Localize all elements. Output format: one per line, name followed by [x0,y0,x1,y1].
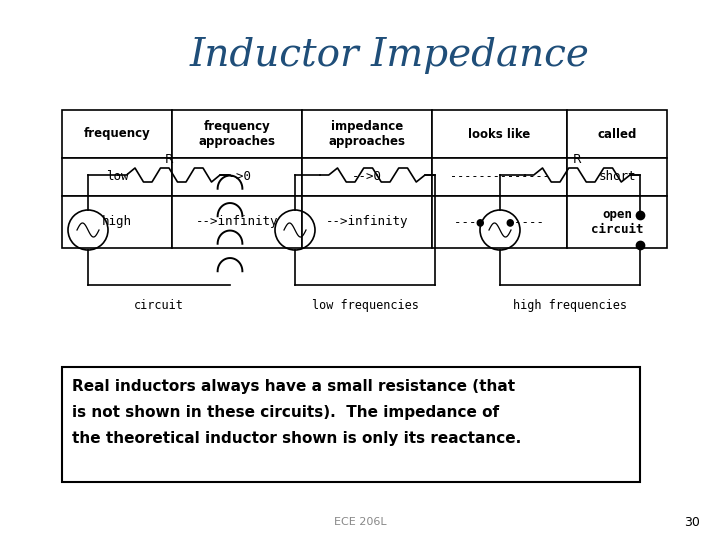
Bar [567,196,667,248]
Bar [172,158,302,196]
Text: called: called [598,127,636,140]
Text: the theoretical inductor shown is only its reactance.: the theoretical inductor shown is only i… [72,431,521,446]
Text: looks like: looks like [469,127,531,140]
Text: -->0: -->0 [222,171,252,184]
Text: frequency: frequency [84,127,150,140]
Text: impedance
approaches: impedance approaches [328,120,405,148]
Text: low frequencies: low frequencies [312,299,418,312]
Text: low: low [106,171,128,184]
Bar [302,196,432,248]
Bar [172,110,302,158]
Bar [62,367,640,482]
Text: high frequencies: high frequencies [513,299,627,312]
Bar [567,110,667,158]
Bar [567,158,667,196]
Text: --------------: -------------- [449,171,549,184]
Text: open
circuit: open circuit [590,208,643,236]
Text: -->infinity: -->infinity [325,215,408,228]
Text: 30: 30 [684,516,700,529]
Text: R: R [165,153,174,166]
Bar [432,110,567,158]
Bar [62,196,172,248]
Text: -->0: -->0 [352,171,382,184]
Text: -->infinity: -->infinity [196,215,278,228]
Bar [62,110,172,158]
Text: short: short [598,171,636,184]
Bar [62,158,172,196]
Bar [302,110,432,158]
Text: is not shown in these circuits).  The impedance of: is not shown in these circuits). The imp… [72,405,499,420]
Text: ---●   ●----: ---● ●---- [454,215,544,228]
Text: R: R [573,153,582,166]
Text: Real inductors always have a small resistance (that: Real inductors always have a small resis… [72,379,515,394]
Text: circuit: circuit [134,299,184,312]
Text: ECE 206L: ECE 206L [333,517,387,527]
Text: high: high [102,215,132,228]
Bar [432,158,567,196]
Bar [432,196,567,248]
Bar [172,196,302,248]
Text: Inductor Impedance: Inductor Impedance [190,37,590,74]
Text: frequency
approaches: frequency approaches [199,120,276,148]
Bar [302,158,432,196]
